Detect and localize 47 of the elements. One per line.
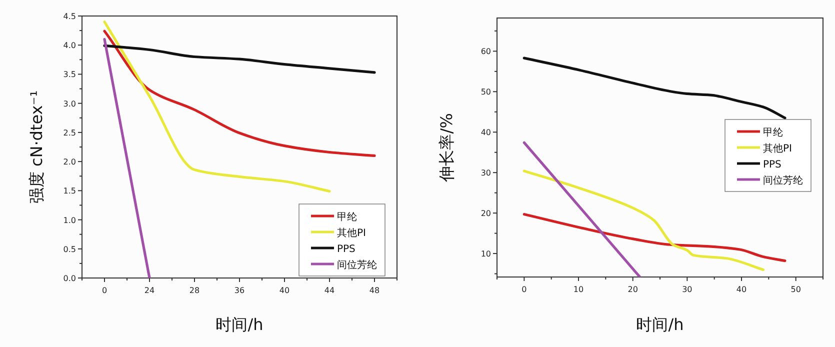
y-tick-label: 30 [480,168,491,178]
x-tick-label: 40 [279,286,290,295]
y-tick-label: 0.5 [63,244,76,254]
y-tick-label: 50 [480,88,491,97]
y-tick-label: 2.5 [63,128,76,138]
x-tick-label: 0 [522,285,527,294]
x-tick-label: 44 [324,286,335,295]
x-tick-label: 24 [144,286,155,295]
legend-label: 间位芳纶 [763,174,803,186]
x-tick-label: 50 [790,285,801,294]
y-tick-label: 20 [480,209,491,218]
y-tick-label: 0.0 [63,274,76,283]
legend-label: 甲纶 [763,126,783,138]
x-tick-label: 0 [102,286,108,295]
y-axis-title: 强度 cN·dtex⁻¹ [27,90,46,204]
legend-label: PPS [763,160,782,170]
y-tick-label: 1.5 [63,186,76,196]
y-axis-title: 伸长率/% [437,113,456,183]
legend-label: PPS [337,244,356,255]
y-tick-label: 60 [480,47,491,56]
legend-label: 甲纶 [337,211,357,223]
legend-label: 其他PI [763,142,792,154]
x-tick-label: 30 [682,285,692,294]
y-tick-label: 4.0 [63,41,76,50]
y-tick-label: 4.5 [63,12,76,21]
x-tick-label: 20 [628,285,638,294]
x-tick-label: 36 [234,286,245,295]
legend-label: 间位芳纶 [337,259,377,271]
line-series [522,212,786,262]
x-tick-label: 28 [189,286,200,295]
line-series [522,170,765,272]
y-tick-label: 3.0 [63,99,76,108]
line-series [103,30,376,158]
x-axis-title: 时间/h [216,315,264,334]
y-tick-label: 2.0 [63,158,76,167]
y-tick-label: 40 [480,128,491,138]
x-tick-label: 10 [573,285,584,294]
y-tick-label: 1.0 [63,216,76,225]
x-tick-label: 40 [736,285,747,294]
x-tick-label: 48 [369,286,380,295]
legend-label: 其他PI [337,227,366,239]
line-series [103,44,376,74]
y-tick-label: 10 [480,250,491,259]
line-series [103,20,331,193]
x-axis-title: 时间/h [636,315,684,334]
line-series [522,56,786,120]
y-tick-label: 3.5 [63,70,76,80]
